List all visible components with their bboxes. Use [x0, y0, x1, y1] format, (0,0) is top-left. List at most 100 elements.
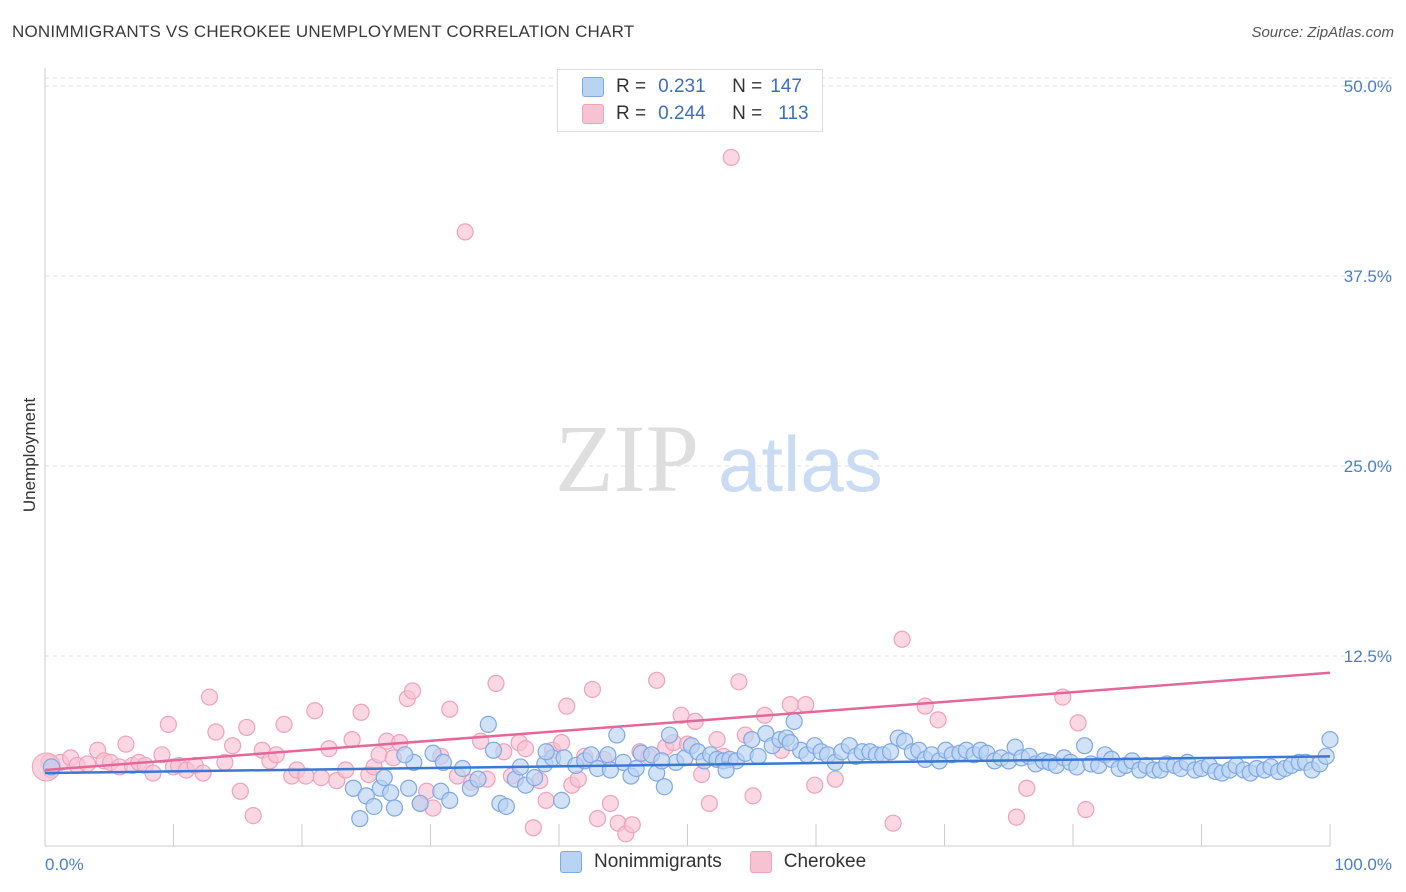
nonimmigrants-point	[525, 768, 544, 787]
bottom-legend-cherokee: Cherokee	[749, 851, 866, 873]
cherokee-point	[153, 746, 171, 764]
cherokee-point	[352, 703, 370, 721]
nonimmigrants-trend-line	[44, 755, 1331, 775]
watermark-atlas: atlas	[718, 420, 883, 508]
cherokee-point	[1018, 779, 1036, 797]
cherokee-trend-line	[44, 671, 1331, 772]
legend-r-value: 0.231	[658, 76, 706, 97]
nonimmigrants-point	[484, 741, 503, 759]
cherokee-point	[893, 630, 911, 648]
cherokee-point	[231, 782, 249, 800]
nonimmigrants-point	[552, 791, 571, 809]
stats-legend: R = 0.231 N = 147 R = 0.244 N = 113	[557, 69, 823, 132]
cherokee-point	[275, 715, 293, 733]
cherokee-point	[78, 755, 97, 773]
cherokee-point	[194, 764, 212, 782]
legend-row-nonimmigrants: R = 0.231 N = 147	[582, 75, 802, 99]
cherokee-point	[601, 794, 620, 813]
nonimmigrants-point	[537, 743, 555, 761]
cherokee-point	[516, 740, 535, 758]
legend-n-value: 147	[770, 76, 802, 97]
cherokee-point	[312, 768, 330, 787]
nonimmigrants-point	[653, 752, 671, 770]
legend-r-label: R =	[616, 76, 647, 97]
blue-swatch	[582, 77, 604, 97]
nonimmigrants-point	[743, 730, 761, 749]
cherokee-point	[1077, 800, 1095, 819]
chart-source: Source: ZipAtlas.com	[1251, 24, 1394, 41]
nonimmigrants-points	[42, 712, 1339, 828]
cherokee-point	[588, 810, 607, 828]
cherokee-point	[558, 697, 576, 715]
nonimmigrants-point	[717, 761, 735, 779]
nonimmigrants-point	[434, 753, 452, 771]
nonimmigrants-point	[469, 770, 487, 788]
cherokee-point	[708, 730, 726, 749]
bottom-legend: Nonimmigrants Cherokee	[560, 851, 894, 873]
pink-swatch	[582, 104, 604, 124]
nonimmigrants-point	[781, 734, 799, 752]
nonimmigrants-point	[382, 784, 400, 802]
cherokee-point	[672, 706, 690, 724]
cherokee-point	[238, 718, 256, 737]
nonimmigrants-point	[785, 712, 803, 730]
nonimmigrants-point	[375, 768, 393, 787]
nonimmigrants-point	[608, 726, 626, 744]
nonimmigrants-point	[441, 791, 459, 809]
y-tick-label: 37.5%	[1344, 267, 1392, 286]
cherokee-point	[806, 776, 824, 794]
nonimmigrants-point	[1075, 737, 1094, 755]
cherokee-point	[781, 696, 799, 714]
cherokee-point	[524, 819, 542, 837]
cherokee-point	[552, 734, 571, 752]
watermark: ZIP atlas	[555, 405, 883, 512]
cherokee-point	[244, 806, 262, 825]
cherokee-point	[884, 814, 902, 832]
cherokee-point	[224, 737, 242, 755]
chart-title: NONIMMIGRANTS VS CHEROKEE UNEMPLOYMENT C…	[12, 22, 635, 41]
cherokee-point	[267, 746, 285, 764]
nonimmigrants-point	[497, 797, 515, 816]
nonimmigrants-point	[627, 759, 645, 778]
cherokee-point	[744, 787, 762, 805]
legend-n-value: 113	[778, 103, 809, 124]
legend-n-label: N =	[732, 103, 763, 124]
cherokee-point	[583, 680, 602, 699]
blue-swatch	[560, 851, 582, 873]
nonimmigrants-point	[400, 779, 418, 797]
cherokee-point	[159, 715, 177, 733]
nonimmigrants-point	[479, 715, 497, 733]
cherokee-point	[200, 688, 219, 706]
nonimmigrants-point	[411, 794, 429, 813]
nonimmigrants-point	[396, 746, 414, 764]
y-tick-label: 25.0%	[1344, 457, 1392, 476]
cherokee-point	[441, 700, 459, 718]
legend-r-label: R =	[616, 103, 647, 124]
cherokee-point	[117, 735, 135, 753]
y-tick-label: 12.5%	[1344, 647, 1392, 666]
cherokee-point	[207, 723, 225, 741]
y-tick-label: 50.0%	[1344, 77, 1392, 96]
cherokee-point	[1069, 714, 1087, 732]
nonimmigrants-point	[1321, 730, 1339, 749]
axes	[44, 68, 1331, 847]
x-tick-label: 0.0%	[45, 855, 84, 874]
cherokee-point	[456, 223, 474, 241]
legend-row-cherokee: R = 0.244 N = 113	[582, 102, 809, 126]
watermark-zip: ZIP	[555, 405, 699, 512]
cherokee-point	[1007, 808, 1026, 826]
nonimmigrants-point	[365, 797, 383, 816]
nonimmigrants-point	[655, 778, 673, 796]
cherokee-point	[403, 682, 422, 700]
cherokee-point	[648, 671, 666, 689]
nonimmigrants-point	[344, 779, 362, 797]
grid-lines	[45, 77, 1392, 657]
cherokee-point	[916, 697, 934, 715]
nonimmigrants-point	[660, 726, 679, 744]
trend-lines	[44, 671, 1331, 775]
cherokee-point	[730, 673, 748, 691]
cherokee-point	[537, 791, 555, 809]
tick-labels: 12.5% 25.0% 37.5% 50.0% 0.0% 100.0%	[45, 77, 1392, 874]
cherokee-point	[306, 702, 324, 720]
